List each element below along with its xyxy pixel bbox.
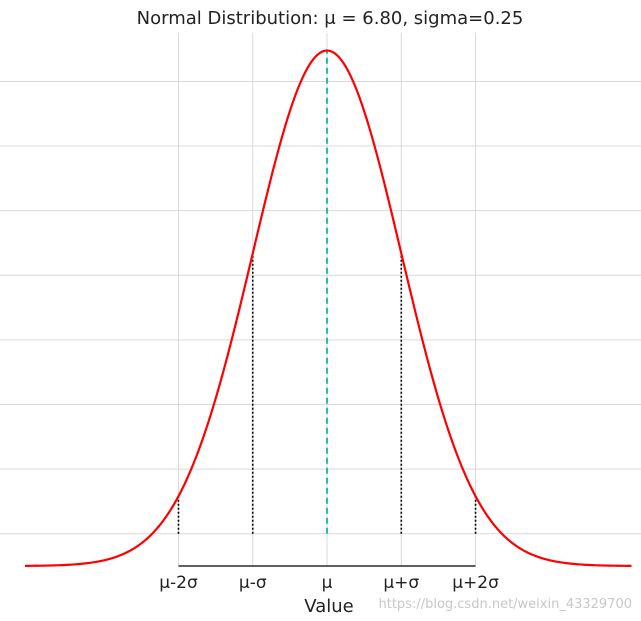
watermark: https://blog.csdn.net/weixin_43329700 bbox=[378, 597, 632, 612]
chart-title: Normal Distribution: μ = 6.80, sigma=0.2… bbox=[137, 8, 524, 29]
x-tick-label-3: μ+σ bbox=[383, 573, 419, 593]
x-axis-label: Value bbox=[304, 596, 353, 617]
marker-layer bbox=[177, 50, 477, 534]
tick-layer: μ-2σ μ-σ μ μ+σ μ+2σ bbox=[159, 573, 499, 593]
x-tick-label-2: μ bbox=[322, 573, 333, 593]
x-tick-label-1: μ-σ bbox=[239, 573, 267, 593]
x-tick-label-4: μ+2σ bbox=[452, 573, 499, 593]
x-tick-label-0: μ-2σ bbox=[159, 573, 198, 593]
grid-layer bbox=[0, 33, 641, 566]
series-line-0 bbox=[24, 49, 632, 567]
curve-layer bbox=[24, 49, 632, 567]
